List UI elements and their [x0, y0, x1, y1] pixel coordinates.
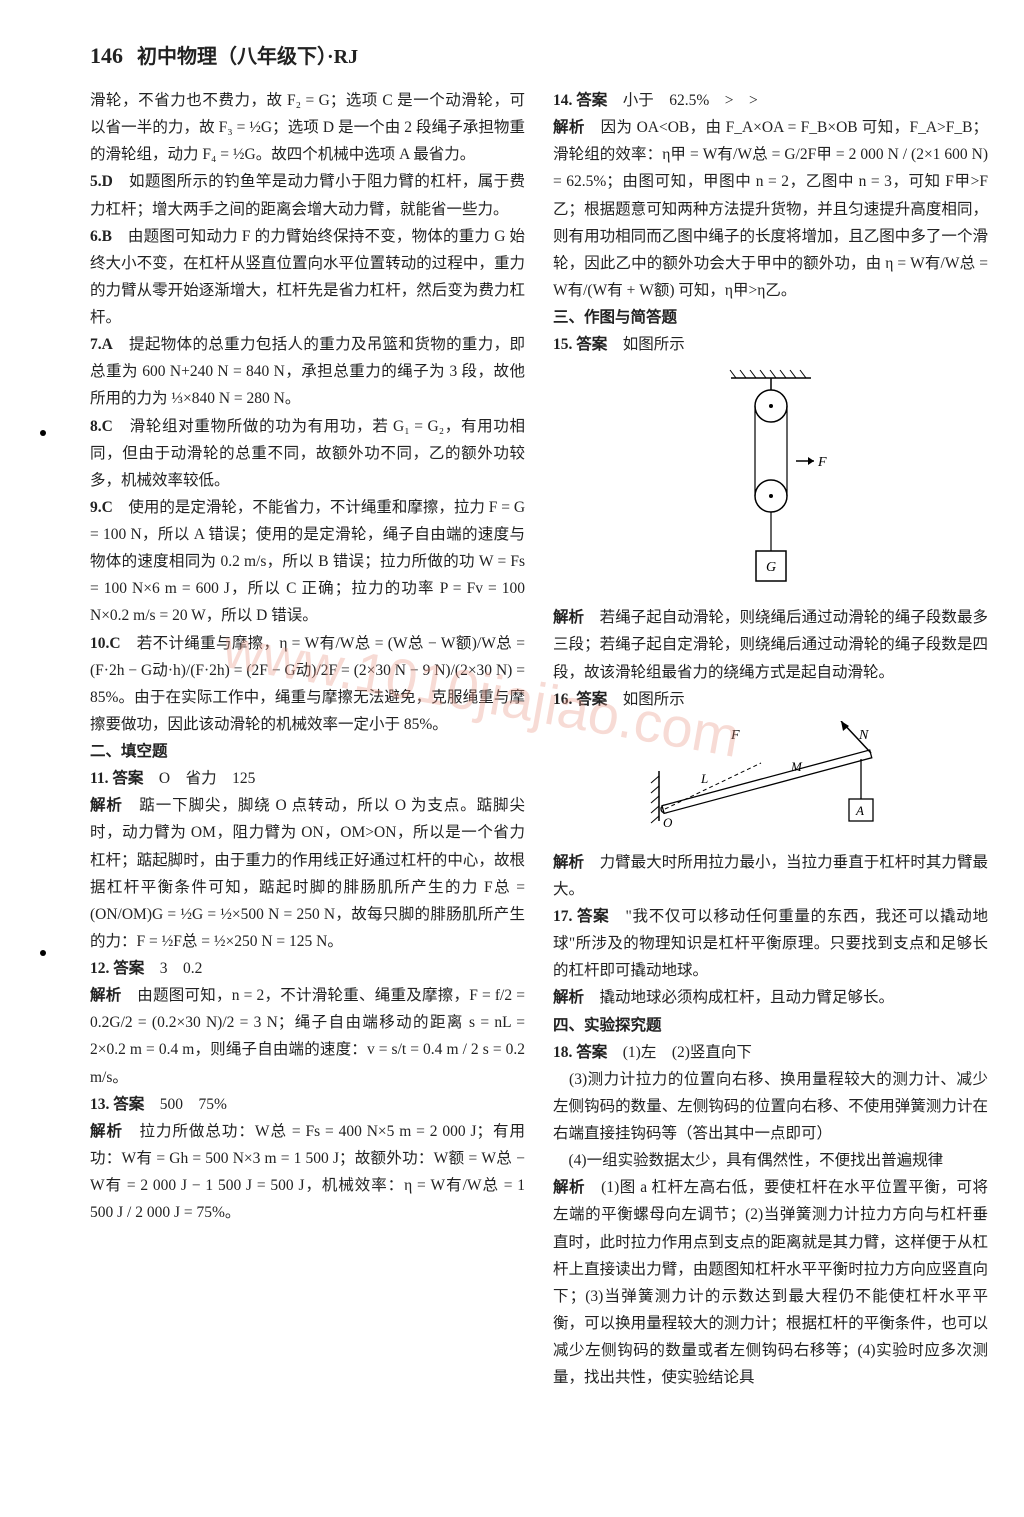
- q11-body: 踮一下脚尖，脚绕 O 点转动，所以 O 为支点。踮脚尖时，动力臂为 OM，阻力臂…: [90, 797, 525, 950]
- q6-num: 6.B: [90, 228, 112, 245]
- svg-text:M: M: [790, 759, 803, 774]
- page-number: 146: [90, 43, 123, 69]
- figure-lever: O N F M L A: [553, 721, 988, 841]
- q16-body: 力臂最大时所用拉力最小，当拉力垂直于杠杆时其力臂最大。: [553, 854, 988, 898]
- q5-num: 5.D: [90, 173, 113, 190]
- right-column: 14. 答案 小于 62.5% > > 解析 因为 OA<OB，由 F_A×OA…: [553, 87, 988, 1391]
- q16-exp-label: 解析: [553, 854, 584, 871]
- q6-body: 由题图可知动力 F 的力臂始终保持不变，物体的重力 G 始终大小不变，在杠杆从竖…: [90, 228, 525, 326]
- q14-label: 14. 答案: [553, 92, 607, 109]
- section-3-header: 三、作图与简答题: [553, 304, 988, 331]
- svg-text:A: A: [855, 803, 864, 818]
- q12-ans: 3 0.2: [144, 960, 202, 977]
- q18-body: (1)图 a 杠杆左高右低，要使杠杆在水平位置平衡，可将左端的平衡螺母向左调节；…: [553, 1179, 988, 1386]
- label-f: F: [817, 455, 827, 470]
- svg-text:L: L: [700, 771, 708, 786]
- q15-body: 若绳子起自动滑轮，则绕绳后通过动滑轮的绳子段数最多三段；若绳子起自定滑轮，则绕绳…: [553, 609, 988, 680]
- q8-body: 滑轮组对重物所做的功为有用功，若 G₁ = G₂，有用功相同，但由于动滑轮的总重…: [90, 418, 525, 489]
- q15-label: 15. 答案: [553, 336, 607, 353]
- q7-body: 提起物体的总重力包括人的重力及吊篮和货物的重力，即总重为 600 N+240 N…: [90, 336, 525, 407]
- left-column: 滑轮，不省力也不费力，故 F₂ = G；选项 C 是一个动滑轮，可以省一半的力，…: [90, 87, 525, 1391]
- q13-exp-label: 解析: [90, 1123, 123, 1140]
- q18-ans3: (3)测力计拉力的位置向右移、换用量程较大的测力计、减少左侧钩码的数量、左侧钩码…: [553, 1066, 988, 1147]
- q11-exp-label: 解析: [90, 797, 123, 814]
- q18-label: 18. 答案: [553, 1044, 607, 1061]
- q14-exp-label: 解析: [553, 119, 585, 136]
- q8-num: 8.C: [90, 418, 113, 435]
- p-4-cont: 滑轮，不省力也不费力，故 F₂ = G；选项 C 是一个动滑轮，可以省一半的力，…: [90, 87, 525, 168]
- q13-ans: 500 75%: [144, 1096, 227, 1113]
- q11-label: 11. 答案: [90, 770, 143, 787]
- q16-label: 16. 答案: [553, 691, 607, 708]
- q9-body: 使用的是定滑轮，不能省力，不计绳重和摩擦，拉力 F = G = 100 N，所以…: [90, 499, 525, 625]
- header-title: 初中物理（八年级下）·RJ: [137, 40, 358, 69]
- q18-ans1: (1)左 (2)竖直向下: [607, 1044, 752, 1061]
- q12-exp-label: 解析: [90, 987, 122, 1004]
- q13-label: 13. 答案: [90, 1096, 144, 1113]
- q17-label: 17. 答案: [553, 908, 609, 925]
- q10-body: 若不计绳重与摩擦，η = W有/W总 = (W总 − W额)/W总 = (F·2…: [90, 635, 525, 733]
- q18-ans4: (4)一组实验数据太少，具有偶然性，不便找出普遍规律: [553, 1147, 988, 1174]
- svg-text:F: F: [730, 728, 740, 743]
- q9-num: 9.C: [90, 499, 113, 516]
- svg-text:O: O: [663, 815, 673, 830]
- q17-body: 撬动地球必须构成杠杆，且动力臂足够长。: [584, 989, 894, 1006]
- q5-body: 如题图所示的钓鱼竿是动力臂小于阻力臂的杠杆，属于费力杠杆；增大两手之间的距离会增…: [90, 173, 525, 217]
- q7-num: 7.A: [90, 336, 113, 353]
- q12-body: 由题图可知，n = 2，不计滑轮重、绳重及摩擦，F = f/2 = 0.2G/2…: [90, 987, 525, 1085]
- q10-num: 10.C: [90, 635, 121, 652]
- q17-exp-label: 解析: [553, 989, 584, 1006]
- q14-ans: 小于 62.5% > >: [607, 92, 758, 109]
- q15-exp-label: 解析: [553, 609, 584, 626]
- q12-label: 12. 答案: [90, 960, 144, 977]
- section-4-header: 四、实验探究题: [553, 1012, 988, 1039]
- q14-body: 因为 OA<OB，由 F_A×OA = F_B×OB 可知，F_A>F_B；滑轮…: [553, 119, 988, 299]
- q18-exp-label: 解析: [553, 1179, 585, 1196]
- q15-ans: 如图所示: [607, 336, 685, 353]
- q17-ans: "我不仅可以移动任何重量的东西，我还可以撬动地球"所涉及的物理知识是杠杆平衡原理…: [553, 908, 988, 979]
- q13-body: 拉力所做总功：W总 = Fs = 400 N×5 m = 2 000 J；有用功…: [90, 1123, 525, 1221]
- q16-ans: 如图所示: [607, 691, 685, 708]
- section-2-header: 二、填空题: [90, 738, 525, 765]
- label-g: G: [766, 560, 776, 575]
- figure-pulley: F G: [553, 366, 988, 596]
- q11-ans: O 省力 125: [143, 770, 255, 787]
